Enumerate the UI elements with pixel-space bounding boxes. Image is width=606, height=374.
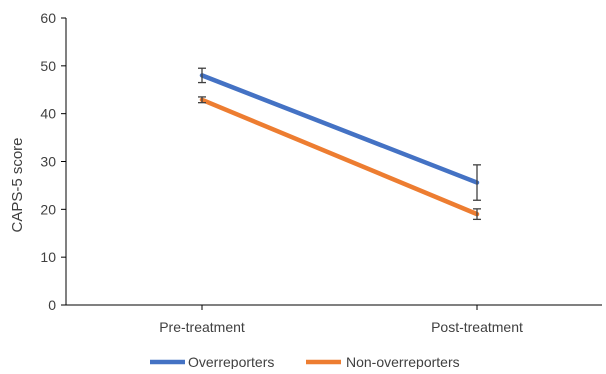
error-bar <box>198 96 206 104</box>
y-tick-label: 50 <box>40 58 56 74</box>
legend-label: Non-overreporters <box>346 354 460 369</box>
y-tick-label: 40 <box>40 106 56 122</box>
series-line-overreporters <box>199 73 480 185</box>
x-tick-label: Post-treatment <box>431 319 523 335</box>
y-tick-label: 30 <box>40 154 56 170</box>
series-lines <box>199 73 480 217</box>
series-line-non-overreporters <box>199 97 480 217</box>
error-bars <box>198 67 481 221</box>
axes: 0 10 20 30 40 50 60 Pre-treatment Post-treatment <box>40 10 602 335</box>
legend-entry: Overreporters <box>150 354 274 370</box>
legend: Overreporters Non-overreporters <box>150 354 460 370</box>
legend-label: Overreporters <box>188 354 274 369</box>
error-bar <box>473 208 481 221</box>
y-tick-label: 20 <box>40 201 56 217</box>
y-tick-label: 10 <box>40 249 56 265</box>
error-bar <box>473 164 481 201</box>
x-tick-label: Pre-treatment <box>159 319 245 335</box>
error-bar <box>198 67 206 84</box>
y-tick-label: 60 <box>40 10 56 26</box>
y-axis-title: CAPS-5 score <box>9 137 26 232</box>
legend-entry: Non-overreporters <box>306 354 460 370</box>
y-tick-label: 0 <box>48 297 56 313</box>
